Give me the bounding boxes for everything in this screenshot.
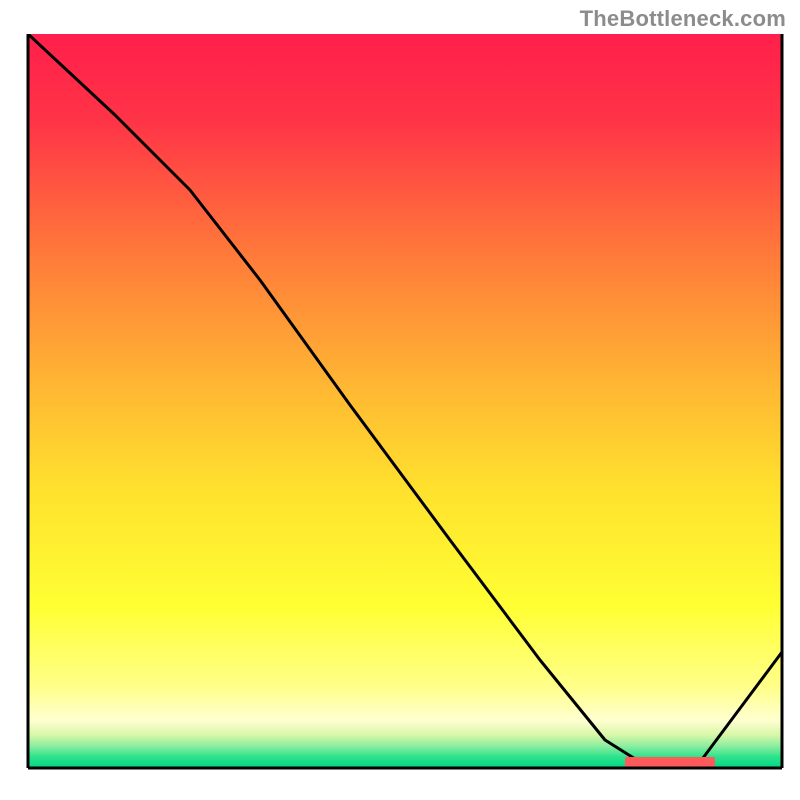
gradient-background xyxy=(28,34,782,768)
chart-container: TheBottleneck.com xyxy=(0,0,800,800)
bottleneck-curve-chart xyxy=(0,0,800,800)
annotation-bar xyxy=(625,757,715,768)
